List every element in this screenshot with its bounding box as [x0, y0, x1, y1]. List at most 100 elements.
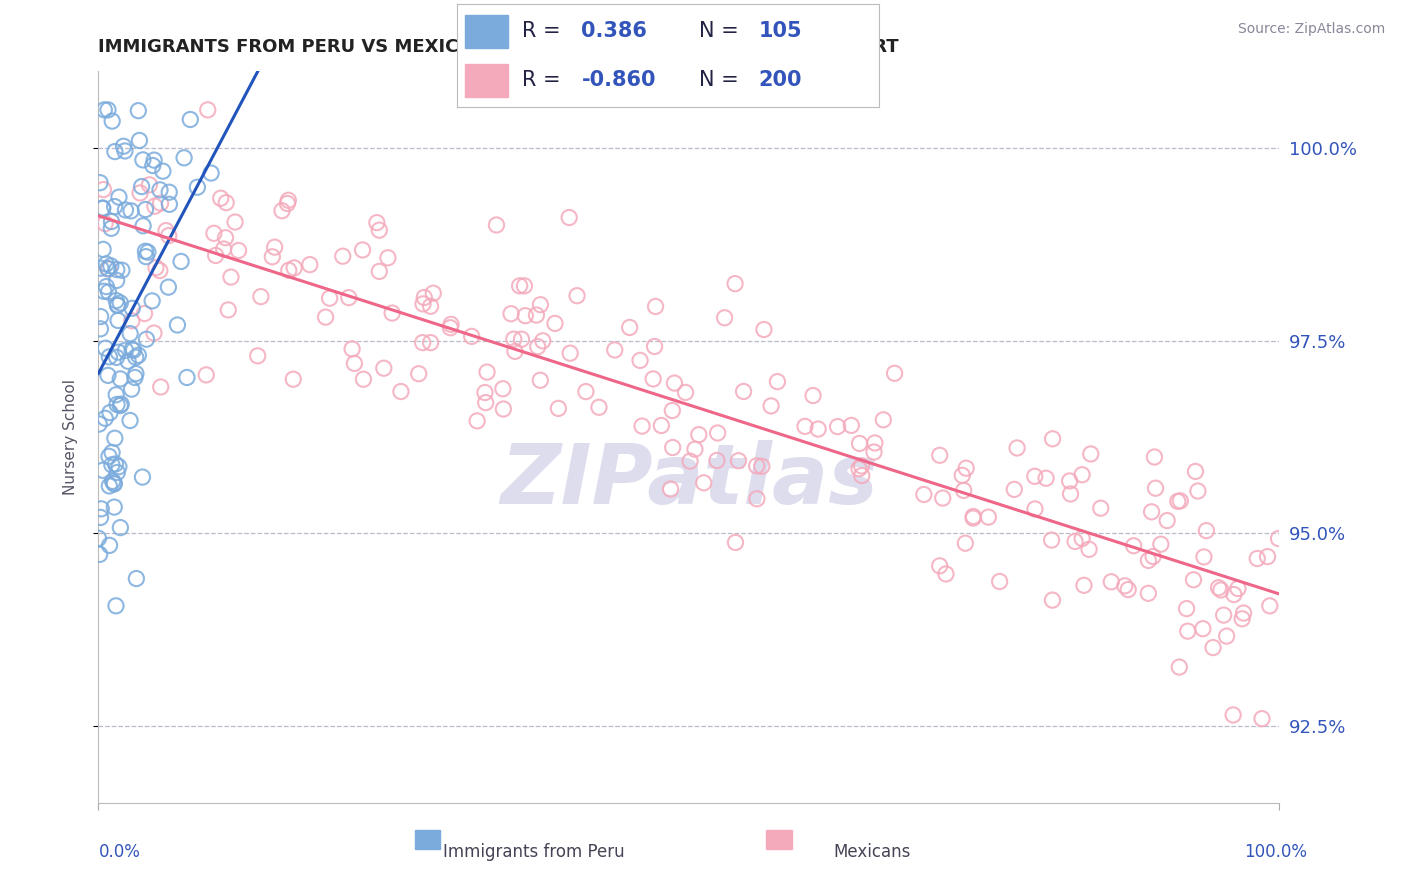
Point	[643, 372, 665, 386]
Point	[262, 250, 284, 264]
Point	[440, 318, 463, 332]
Point	[90, 501, 112, 516]
Point	[863, 436, 886, 450]
Point	[131, 179, 153, 194]
Point	[1059, 487, 1081, 501]
Point	[215, 195, 238, 210]
Point	[134, 306, 156, 320]
Point	[114, 343, 136, 358]
Point	[422, 286, 444, 301]
Point	[155, 224, 177, 238]
Point	[112, 139, 135, 153]
Point	[515, 309, 537, 323]
Point	[93, 183, 115, 197]
Point	[492, 402, 515, 417]
Point	[928, 558, 950, 573]
FancyBboxPatch shape	[465, 15, 508, 47]
Point	[509, 278, 531, 293]
Point	[526, 340, 548, 354]
Point	[98, 350, 121, 364]
Point	[186, 180, 208, 194]
Point	[807, 422, 830, 436]
Point	[1168, 494, 1191, 508]
Point	[110, 397, 132, 411]
Point	[408, 367, 430, 381]
Text: N =: N =	[700, 21, 740, 41]
Point	[706, 453, 728, 467]
Point	[98, 450, 121, 464]
Point	[848, 436, 870, 450]
Point	[1002, 483, 1025, 497]
Point	[513, 278, 536, 293]
Point	[475, 365, 498, 379]
Point	[1140, 505, 1163, 519]
Point	[465, 414, 488, 428]
Point	[1195, 524, 1218, 538]
Point	[110, 296, 132, 310]
Point	[352, 243, 374, 257]
Point	[157, 185, 180, 199]
Point	[101, 475, 124, 489]
Point	[120, 326, 142, 341]
Point	[935, 566, 957, 581]
Point	[143, 153, 166, 168]
Point	[94, 341, 117, 355]
Text: R =: R =	[523, 70, 561, 90]
Text: R =: R =	[523, 21, 561, 41]
Point	[134, 202, 156, 217]
Point	[1144, 481, 1167, 495]
Point	[263, 240, 285, 254]
Point	[101, 445, 124, 459]
Point	[883, 366, 905, 380]
Point	[118, 413, 141, 427]
Point	[962, 509, 984, 524]
Point	[87, 532, 110, 546]
Point	[100, 221, 122, 235]
Point	[96, 279, 118, 293]
Point	[1202, 640, 1225, 655]
Point	[1187, 483, 1209, 498]
Point	[1267, 532, 1289, 546]
Point	[149, 196, 172, 211]
Point	[1192, 622, 1215, 636]
Point	[962, 511, 984, 525]
Point	[644, 339, 666, 353]
Text: 105: 105	[759, 21, 803, 41]
Point	[104, 457, 127, 471]
Point	[603, 343, 626, 357]
Point	[650, 418, 672, 433]
Point	[149, 183, 172, 197]
Point	[142, 159, 165, 173]
Point	[1215, 629, 1237, 643]
Point	[98, 406, 121, 420]
Point	[157, 280, 180, 294]
Point	[125, 572, 148, 586]
Point	[863, 445, 886, 459]
Point	[214, 230, 236, 244]
Point	[100, 259, 122, 273]
Point	[1078, 542, 1101, 557]
Point	[152, 164, 174, 178]
Point	[104, 431, 127, 445]
Point	[1071, 467, 1094, 482]
Point	[413, 291, 436, 305]
Point	[752, 322, 775, 336]
Point	[121, 382, 143, 396]
Point	[664, 376, 686, 390]
Point	[1024, 469, 1046, 483]
Point	[209, 191, 232, 205]
Point	[105, 388, 128, 402]
Point	[125, 367, 148, 381]
Point	[713, 310, 735, 325]
Point	[103, 500, 125, 514]
Point	[136, 245, 159, 260]
Point	[1071, 532, 1094, 546]
Point	[1080, 447, 1102, 461]
Point	[135, 250, 157, 264]
Point	[104, 145, 127, 159]
Point	[679, 454, 702, 468]
Point	[149, 380, 172, 394]
Point	[104, 200, 127, 214]
Point	[97, 262, 120, 277]
Point	[89, 547, 111, 561]
